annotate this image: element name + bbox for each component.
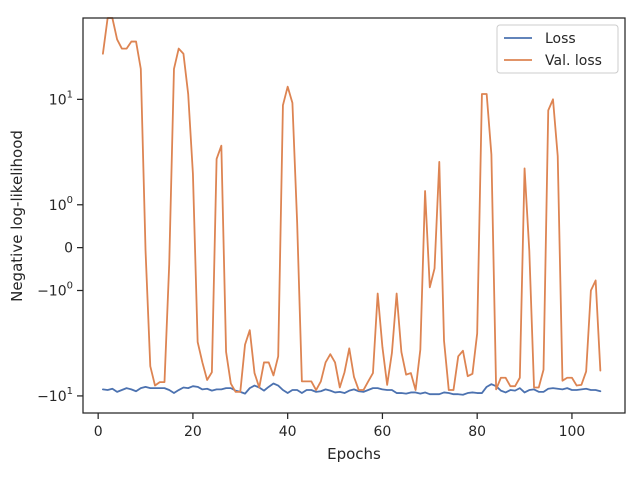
y-tick-label: −101 (37, 386, 73, 405)
y-tick-label: 0 (64, 241, 73, 257)
x-tick-label: 100 (559, 424, 586, 440)
series-line-0 (102, 382, 602, 396)
x-axis-ticks: 0 20 40 60 80 100 (94, 413, 586, 440)
legend-label-val-loss: Val. loss (545, 53, 602, 69)
x-tick-label: 20 (184, 424, 202, 440)
x-tick-label: 80 (468, 424, 486, 440)
y-tick-label: −100 (37, 281, 73, 300)
x-tick-label: 0 (94, 424, 103, 440)
legend-box (496, 24, 619, 74)
x-tick-label: 60 (374, 424, 392, 440)
y-axis-ticks: 101 100 0 −100 −101 (37, 89, 83, 405)
series-line-1 (102, 17, 602, 393)
y-axis-label: Negative log-likelihood (8, 130, 26, 302)
y-tick-label: 101 (49, 89, 73, 108)
legend: Loss Val. loss (496, 24, 619, 74)
y-tick-label: 100 (49, 195, 73, 214)
x-tick-label: 40 (279, 424, 297, 440)
legend-label-loss: Loss (545, 31, 576, 47)
plot-lines (102, 17, 602, 396)
plot-frame (82, 17, 626, 414)
x-axis-label: Epochs (327, 445, 381, 463)
